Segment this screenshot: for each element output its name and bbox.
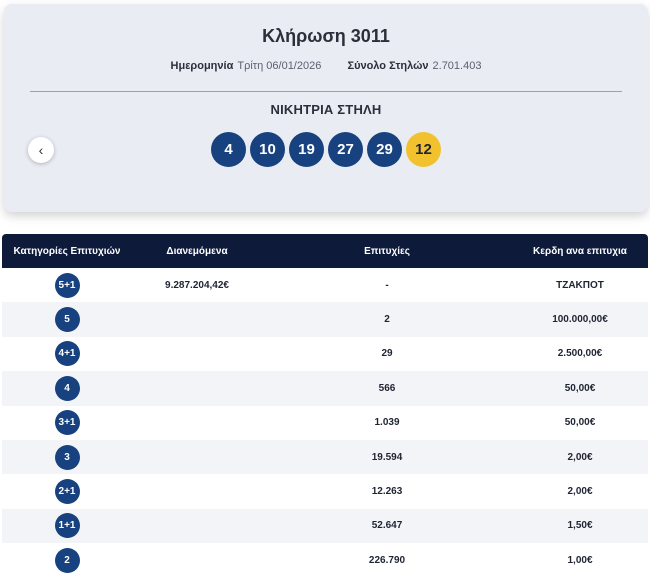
chevron-left-icon: ‹ xyxy=(38,142,44,158)
table-row: 1+1 52.647 1,50€ xyxy=(2,508,648,544)
number-ball: 29 xyxy=(367,132,402,167)
winners-cell: 2 xyxy=(262,302,512,337)
prize-cell: ΤΖΑΚΠΟΤ xyxy=(512,268,648,303)
distributed-cell xyxy=(132,302,262,337)
prize-cell: 2,00€ xyxy=(512,474,648,509)
table-row: 5 2 100.000,00€ xyxy=(2,302,648,337)
date-value: Τρίτη 06/01/2026 xyxy=(237,60,322,72)
prize-cell: 50,00€ xyxy=(512,405,648,440)
winners-cell: - xyxy=(262,268,512,303)
winners-cell: 1.039 xyxy=(262,405,512,440)
category-badge: 3 xyxy=(54,444,80,470)
prize-cell: 1,00€ xyxy=(512,543,648,578)
distributed-cell xyxy=(132,405,262,440)
prize-cell: 100.000,00€ xyxy=(512,302,648,337)
category-badge: 4+1 xyxy=(54,341,80,367)
table-row: 2+1 12.263 2,00€ xyxy=(2,474,648,509)
winners-cell: 226.790 xyxy=(262,543,512,578)
winners-cell: 52.647 xyxy=(262,508,512,544)
table-row: 3 19.594 2,00€ xyxy=(2,439,648,475)
columns-label: Σύνολο Στηλών xyxy=(347,60,429,72)
columns-value: 2.701.403 xyxy=(432,60,482,72)
category-badge: 1+1 xyxy=(54,513,80,539)
date-label: Ημερομηνία xyxy=(170,60,234,72)
winners-cell: 29 xyxy=(262,336,512,372)
category-badge: 3+1 xyxy=(54,410,80,436)
distributed-cell xyxy=(132,508,262,544)
results-table: Κατηγορίες Επιτυχιών Διανεμόμενα Επιτυχί… xyxy=(2,234,648,578)
draw-card: Κλήρωση 3011 Ημερομηνία Τρίτη 06/01/2026 … xyxy=(4,4,648,212)
category-badge: 2 xyxy=(54,547,80,573)
prize-cell: 2.500,00€ xyxy=(512,336,648,372)
winners-cell: 566 xyxy=(262,371,512,406)
header-categories: Κατηγορίες Επιτυχιών xyxy=(2,234,132,268)
distributed-cell xyxy=(132,474,262,509)
category-badge: 4 xyxy=(54,375,80,401)
header-prize: Κερδη ανα επιτυχια xyxy=(512,234,648,268)
bonus-ball: 12 xyxy=(406,132,441,167)
winners-cell: 12.263 xyxy=(262,474,512,509)
category-badge: 2+1 xyxy=(54,479,80,505)
winning-numbers: 4 10 19 27 29 12 xyxy=(211,132,441,167)
distributed-cell: 9.287.204,42€ xyxy=(132,268,262,303)
distributed-cell xyxy=(132,371,262,406)
table-header: Κατηγορίες Επιτυχιών Διανεμόμενα Επιτυχί… xyxy=(2,234,648,268)
table-row: 5+1 9.287.204,42€ - ΤΖΑΚΠΟΤ xyxy=(2,268,648,303)
distributed-cell xyxy=(132,336,262,372)
category-badge: 5 xyxy=(54,307,80,333)
winners-cell: 19.594 xyxy=(262,439,512,475)
divider xyxy=(30,91,622,92)
table-row: 4+1 29 2.500,00€ xyxy=(2,336,648,372)
previous-draw-button[interactable]: ‹ xyxy=(28,137,54,163)
draw-title: Κλήρωση 3011 xyxy=(262,26,390,46)
winning-label: ΝΙΚΗΤΡΙΑ ΣΤΗΛΗ xyxy=(270,102,382,117)
number-ball: 4 xyxy=(211,132,246,167)
draw-meta: Ημερομηνία Τρίτη 06/01/2026 Σύνολο Στηλών… xyxy=(4,60,648,72)
distributed-cell xyxy=(132,439,262,475)
distributed-cell xyxy=(132,543,262,578)
category-badge: 5+1 xyxy=(54,272,80,298)
number-ball: 19 xyxy=(289,132,324,167)
table-row: 2 226.790 1,00€ xyxy=(2,543,648,578)
number-ball: 10 xyxy=(250,132,285,167)
header-distributed: Διανεμόμενα xyxy=(132,234,262,268)
prize-cell: 2,00€ xyxy=(512,439,648,475)
prize-cell: 50,00€ xyxy=(512,371,648,406)
header-winners: Επιτυχίες xyxy=(262,234,512,268)
table-row: 3+1 1.039 50,00€ xyxy=(2,405,648,440)
table-row: 4 566 50,00€ xyxy=(2,371,648,406)
number-ball: 27 xyxy=(328,132,363,167)
prize-cell: 1,50€ xyxy=(512,508,648,544)
